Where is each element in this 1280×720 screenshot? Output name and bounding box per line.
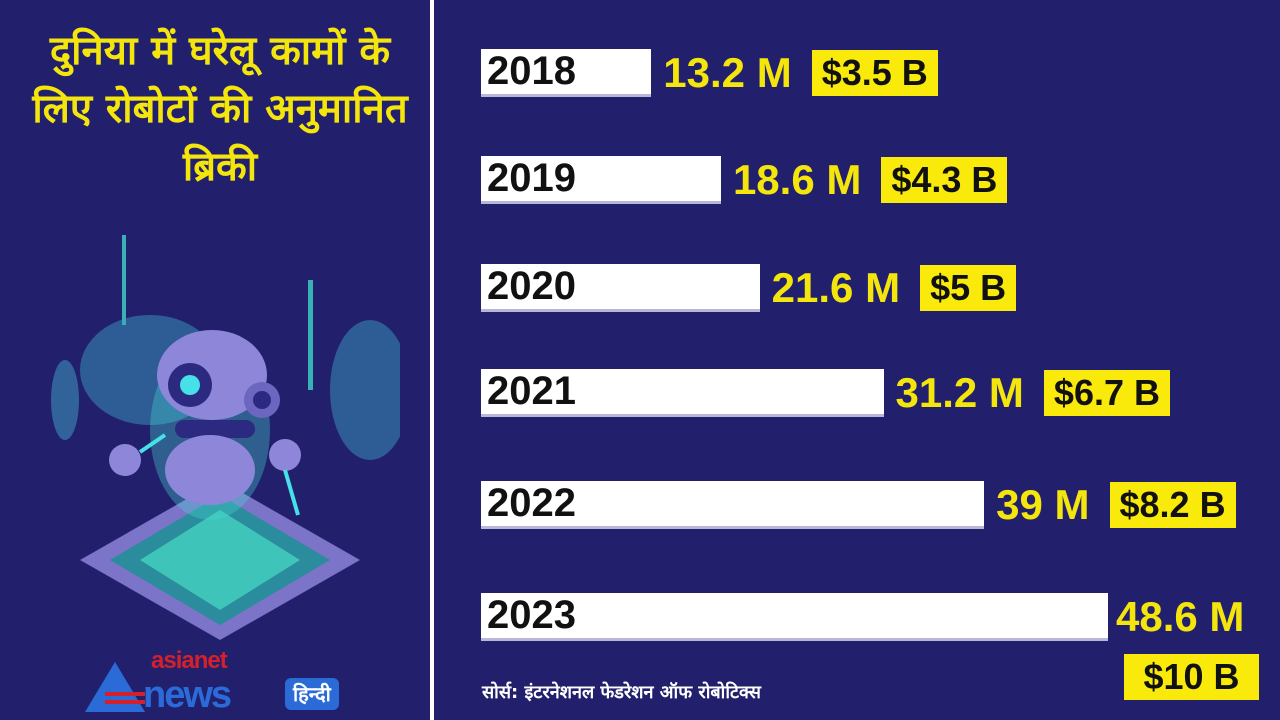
year-label: 2022: [487, 481, 576, 525]
logo-line2: news: [143, 674, 232, 716]
bar-2019: 2019: [481, 156, 721, 204]
bar-row-2019: 2019 18.6 M $4.3 B: [481, 155, 1008, 205]
units-label: 21.6 M: [771, 264, 901, 311]
units-label: 13.2 M: [663, 49, 792, 96]
logo-triangle-icon: [85, 662, 145, 712]
year-label: 2023: [487, 593, 576, 637]
units-label: 48.6 M: [1116, 593, 1245, 640]
revenue-badge: $4.3 B: [881, 157, 1008, 203]
units-label: 31.2 M: [895, 369, 1024, 416]
year-label: 2019: [487, 156, 576, 200]
logo-line1: asianet: [151, 647, 228, 674]
bar-2018: 2018: [481, 49, 652, 97]
year-label: 2021: [487, 369, 576, 413]
bar-2022: 2022: [481, 481, 985, 529]
revenue-badge: $6.7 B: [1043, 370, 1170, 416]
bar-2021: 2021: [481, 369, 884, 417]
divider: [430, 0, 434, 720]
bar-row-2023: 2023 48.6 M $10 B: [481, 592, 1259, 700]
bar-row-2021: 2021 31.2 M $6.7 B: [481, 368, 1170, 418]
revenue-badge: $10 B: [1124, 654, 1259, 700]
year-label: 2020: [487, 264, 576, 308]
robot-illustration-icon: [51, 235, 400, 640]
bar-row-2022: 2022 39 M $8.2 B: [481, 480, 1236, 530]
bar-row-2020: 2020 21.6 M $5 B: [481, 263, 1017, 313]
revenue-badge: $5 B: [920, 265, 1017, 311]
revenue-badge: $8.2 B: [1109, 482, 1236, 528]
bar-row-2018: 2018 13.2 M $3.5 B: [481, 48, 938, 98]
logo-badge: हिन्दी: [285, 678, 339, 710]
source-note: सोर्स: इंटरनेशनल फेडरेशन ऑफ रोबोटिक्स: [482, 682, 761, 703]
chart-title: दुनिया में घरेलू कामों के लिए रोबोटों की…: [32, 28, 408, 190]
bar-2020: 2020: [481, 264, 760, 312]
year-label: 2018: [487, 49, 576, 93]
revenue-badge: $3.5 B: [811, 50, 938, 96]
units-label: 39 M: [996, 481, 1090, 528]
asianet-news-logo: asianet news हिन्दी: [85, 648, 375, 716]
bar-chart: 2018 13.2 M $3.5 B 2019 18.6 M $4.3 B 2020 21.6…: [481, 0, 1280, 720]
units-label: 18.6 M: [732, 156, 862, 203]
left-panel: दुनिया में घरेलू कामों के लिए रोबोटों की…: [0, 0, 430, 720]
bar-2023: 2023: [481, 593, 1108, 641]
